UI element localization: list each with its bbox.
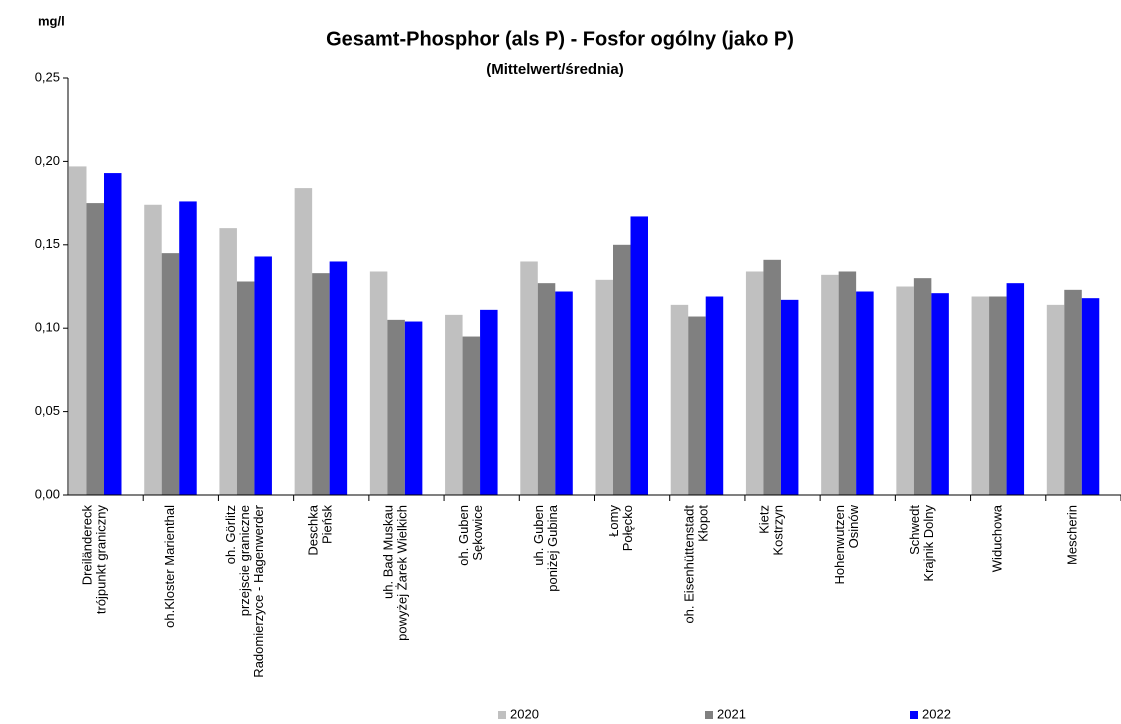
bar: [971, 296, 990, 495]
legend-label: 2022: [922, 706, 951, 721]
x-tick-label: oh. Görlitz: [223, 505, 238, 564]
chart-subtitle: (Mittelwert/średnia): [486, 61, 624, 78]
bar: [670, 304, 689, 495]
bar: [161, 253, 180, 495]
bar: [312, 273, 330, 495]
bar: [329, 261, 348, 495]
legend-label: 2021: [717, 706, 746, 721]
bar: [69, 166, 87, 496]
x-tick-label: przejscie graniczne: [237, 505, 252, 616]
bar: [989, 296, 1007, 495]
legend-swatch: [498, 711, 506, 719]
bar: [254, 256, 272, 495]
bar: [219, 228, 237, 495]
bar: [1064, 289, 1082, 495]
bar: [179, 201, 197, 495]
bar: [555, 291, 573, 495]
bar: [763, 259, 781, 495]
x-tick-label: poniżej Gubina: [545, 504, 560, 591]
x-tick-label: Połęcko: [620, 505, 635, 551]
bar: [1081, 298, 1100, 495]
x-tick-label: Krajnik Dolny: [921, 505, 936, 582]
bar: [780, 299, 799, 495]
x-tick-label: Hohenwutzen: [832, 505, 847, 585]
bar: [705, 296, 724, 495]
bar: [688, 316, 706, 495]
y-tick-label: 0,25: [35, 69, 60, 84]
y-tick-label: 0,10: [35, 320, 60, 335]
bar: [821, 274, 839, 495]
x-tick-label: Pieńsk: [319, 505, 334, 545]
bar: [236, 281, 255, 495]
x-tick-label: Mescherin: [1064, 505, 1079, 565]
x-tick-label: Osinów: [846, 504, 861, 548]
bar: [595, 279, 613, 495]
x-tick-label: oh. Guben: [456, 505, 471, 566]
x-tick-label: trójpunkt graniczny: [94, 505, 109, 615]
x-tick-label: Sękowice: [470, 505, 485, 561]
x-tick-label: Widuchowa: [989, 504, 1004, 572]
chart-title: Gesamt-Phosphor (als P) - Fosfor ogólny …: [326, 28, 794, 50]
x-tick-label: Schwedt: [907, 505, 922, 555]
y-tick-label: 0,20: [35, 153, 60, 168]
x-tick-label: uh. Guben: [531, 505, 546, 566]
bar: [144, 204, 162, 495]
bar: [1006, 283, 1025, 495]
y-tick-label: 0,15: [35, 236, 60, 251]
x-tick-label: uh. Bad Muskau: [381, 505, 396, 599]
y-tick-label: 0,00: [35, 486, 60, 501]
bar: [931, 293, 949, 495]
bar: [294, 188, 313, 495]
x-tick-label: powyżej Żarek Wielkich: [395, 505, 410, 641]
y-tick-label: 0,05: [35, 403, 60, 418]
x-tick-label: Kostrzyn: [771, 505, 786, 556]
x-tick-label: Kłopot: [695, 505, 710, 542]
x-tick-label: Kietz: [757, 505, 772, 534]
bar: [896, 286, 914, 495]
x-tick-label: Łomy: [606, 505, 621, 537]
legend-label: 2020: [510, 706, 539, 721]
x-tick-label: Radomierzyce - Hagenwerder: [251, 504, 266, 677]
bar: [537, 283, 556, 495]
bar: [86, 203, 104, 495]
x-tick-label: Deschka: [305, 504, 320, 555]
bar: [613, 244, 631, 495]
bar: [104, 173, 122, 496]
bar: [404, 321, 423, 495]
x-tick-label: Dreiländereck: [80, 505, 95, 586]
y-axis-label: mg/l: [38, 13, 65, 28]
x-tick-label: oh. Eisenhüttenstadt: [681, 505, 696, 624]
x-tick-label: oh.Kloster Marienthal: [162, 505, 177, 628]
bar: [838, 271, 857, 495]
bar: [856, 291, 874, 495]
bar: [630, 216, 648, 495]
legend-swatch: [910, 711, 918, 719]
bar: [369, 271, 388, 495]
bar: [745, 271, 764, 495]
bar: [387, 319, 405, 495]
bar: [913, 278, 932, 495]
bar: [445, 314, 463, 495]
bar: [480, 309, 498, 495]
legend-swatch: [705, 711, 713, 719]
bar: [462, 336, 481, 495]
bar: [1046, 304, 1065, 495]
bar: [520, 261, 538, 495]
